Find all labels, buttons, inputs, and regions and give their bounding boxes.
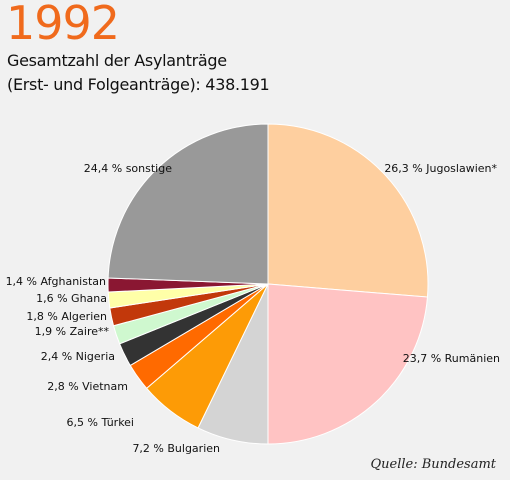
source-note: Quelle: Bundesamt	[370, 457, 496, 472]
chart-subtitle-line2: (Erst- und Folgeanträge): 438.191	[7, 75, 270, 94]
slice-label: 1,8 % Algerien	[26, 310, 107, 323]
slice-label: 2,4 % Nigeria	[41, 350, 115, 363]
chart-subtitle-line1: Gesamtzahl der Asylanträge	[7, 51, 227, 70]
slice-label: 6,5 % Türkei	[67, 416, 134, 429]
slice-label: 1,4 % Afghanistan	[6, 275, 106, 288]
slice-label: 7,2 % Bulgarien	[132, 442, 220, 455]
pie-slices	[107, 123, 429, 445]
slice-label: 1,6 % Ghana	[36, 292, 107, 305]
slice-label: 26,3 % Jugoslawien*	[384, 162, 497, 175]
slice-label: 1,9 % Zaire**	[35, 325, 110, 338]
pie-slice	[267, 123, 429, 298]
slice-label: 24,4 % sonstige	[84, 162, 172, 175]
chart-title-year: 1992	[6, 0, 120, 50]
slice-label: 23,7 % Rumänien	[403, 352, 500, 365]
pie-slice	[107, 123, 269, 285]
pie-slice	[267, 283, 429, 445]
pie-labels: 26,3 % Jugoslawien* 23,7 % Rumänien 7,2 % …	[6, 162, 500, 455]
slice-label: 2,8 % Vietnam	[47, 380, 128, 393]
